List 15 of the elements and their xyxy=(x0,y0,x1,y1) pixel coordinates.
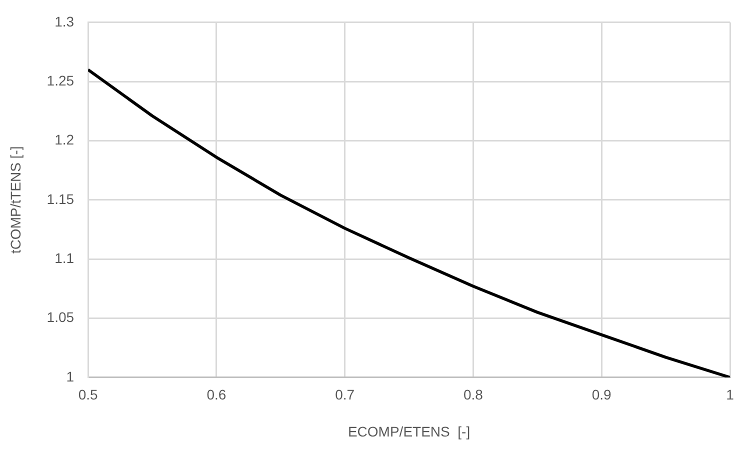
y-tick-label: 1.25 xyxy=(46,72,74,88)
y-tick-label: 1 xyxy=(66,368,74,384)
y-tick-label: 1.3 xyxy=(54,13,74,30)
x-tick-label: 0.5 xyxy=(78,386,98,403)
x-tick-label: 0.6 xyxy=(206,386,226,403)
x-tick-label: 0.8 xyxy=(463,386,484,403)
x-tick-label: 0.7 xyxy=(335,386,355,403)
x-tick-label: 1 xyxy=(726,386,734,403)
x-tick-label: 0.9 xyxy=(592,386,612,403)
y-tick-label: 1.05 xyxy=(46,309,74,326)
x-axis-title: ECOMP/ETENS [-] xyxy=(348,423,470,440)
y-tick-label: 1.15 xyxy=(46,190,74,207)
y-axis-title: tCOMP/tTENS [-] xyxy=(7,146,24,254)
y-tick-label: 1.2 xyxy=(54,132,74,148)
y-tick-label: 1.1 xyxy=(54,250,74,266)
